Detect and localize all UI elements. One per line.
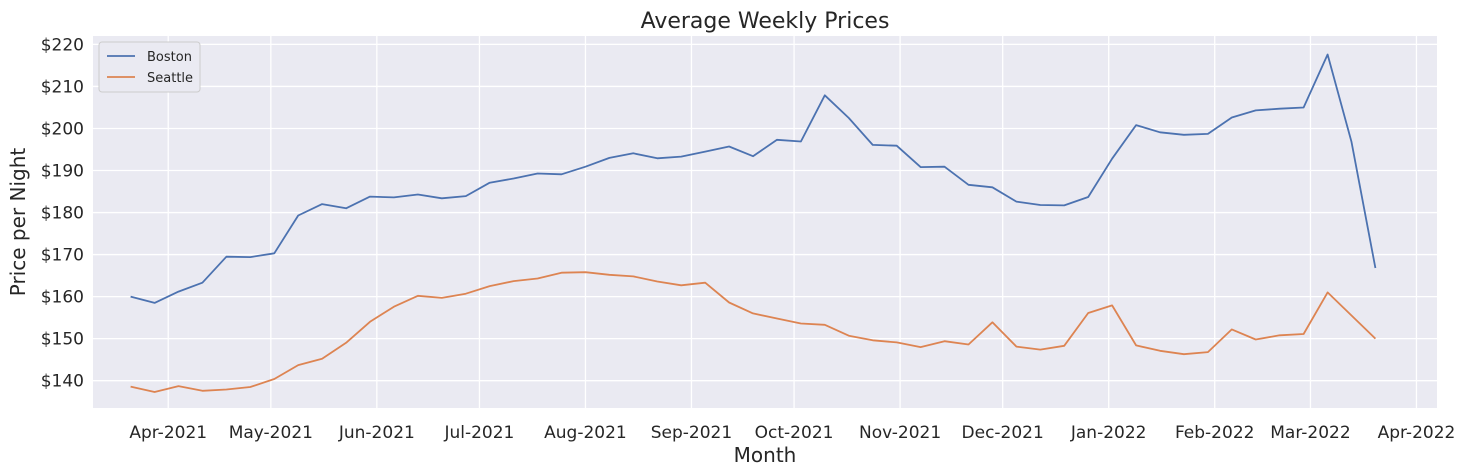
x-tick-label: Mar-2022 [1270,423,1350,443]
legend: Boston Seattle [98,41,201,93]
x-tick-label: Apr-2022 [1378,423,1456,443]
x-axis-label: Month [734,443,797,467]
x-tick-label: Feb-2022 [1175,423,1255,443]
x-tick-label: Dec-2021 [962,423,1044,443]
x-tick-label: Sep-2021 [651,423,732,443]
y-axis-label: Price per Night [6,148,30,297]
plot-background [93,36,1437,408]
x-tick-label: Jul-2021 [443,423,514,443]
y-tick-labels: $140 $150 $160 $170 $180 $190 $200 $210 $220 [41,35,84,391]
x-tick-label: Apr-2021 [129,423,207,443]
y-tick-label: $150 [41,330,84,350]
x-tick-label: Oct-2021 [755,423,834,443]
y-tick-label: $180 [41,204,84,224]
chart-title: Average Weekly Prices [641,9,890,34]
y-tick-label: $140 [41,372,84,392]
y-tick-label: $220 [41,35,84,55]
y-tick-label: $160 [41,288,84,308]
x-tick-label: May-2021 [229,423,313,443]
y-tick-label: $200 [41,119,84,139]
series-line-boston [130,53,1377,304]
legend-label-boston: Boston [147,50,192,65]
y-tick-label: $170 [41,246,84,266]
y-tick-label: $190 [41,162,84,182]
legend-box [98,41,201,93]
y-tick-label: $210 [41,77,84,97]
series-line-seattle [130,271,1377,393]
series-layer [130,53,1377,393]
x-tick-label: Nov-2021 [859,423,941,443]
x-tick-label: Jan-2022 [1070,423,1147,443]
x-tick-labels: Apr-2021 May-2021 Jun-2021 Jul-2021 Aug-2021… [129,423,1455,443]
legend-label-seattle: Seattle [147,71,193,86]
y-gridlines [93,43,1437,382]
x-tick-label: Jun-2021 [338,423,415,443]
x-tick-label: Aug-2021 [544,423,627,443]
